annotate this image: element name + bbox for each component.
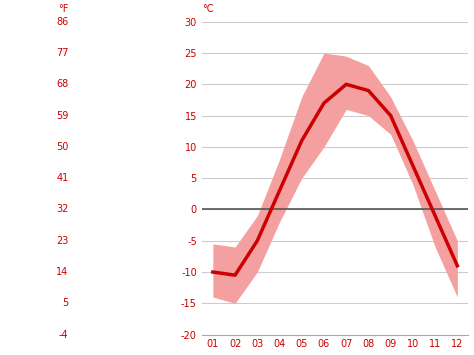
Text: °C: °C — [202, 4, 213, 14]
Text: 59: 59 — [56, 111, 68, 121]
Text: 32: 32 — [56, 204, 68, 214]
Text: 14: 14 — [56, 267, 68, 277]
Text: 68: 68 — [56, 79, 68, 89]
Text: 41: 41 — [56, 173, 68, 183]
Text: -4: -4 — [59, 329, 68, 340]
Text: 86: 86 — [56, 17, 68, 27]
Text: 5: 5 — [62, 298, 68, 308]
Text: °F: °F — [58, 4, 68, 14]
Text: 50: 50 — [56, 142, 68, 152]
Text: 23: 23 — [56, 236, 68, 246]
Text: 77: 77 — [56, 48, 68, 58]
